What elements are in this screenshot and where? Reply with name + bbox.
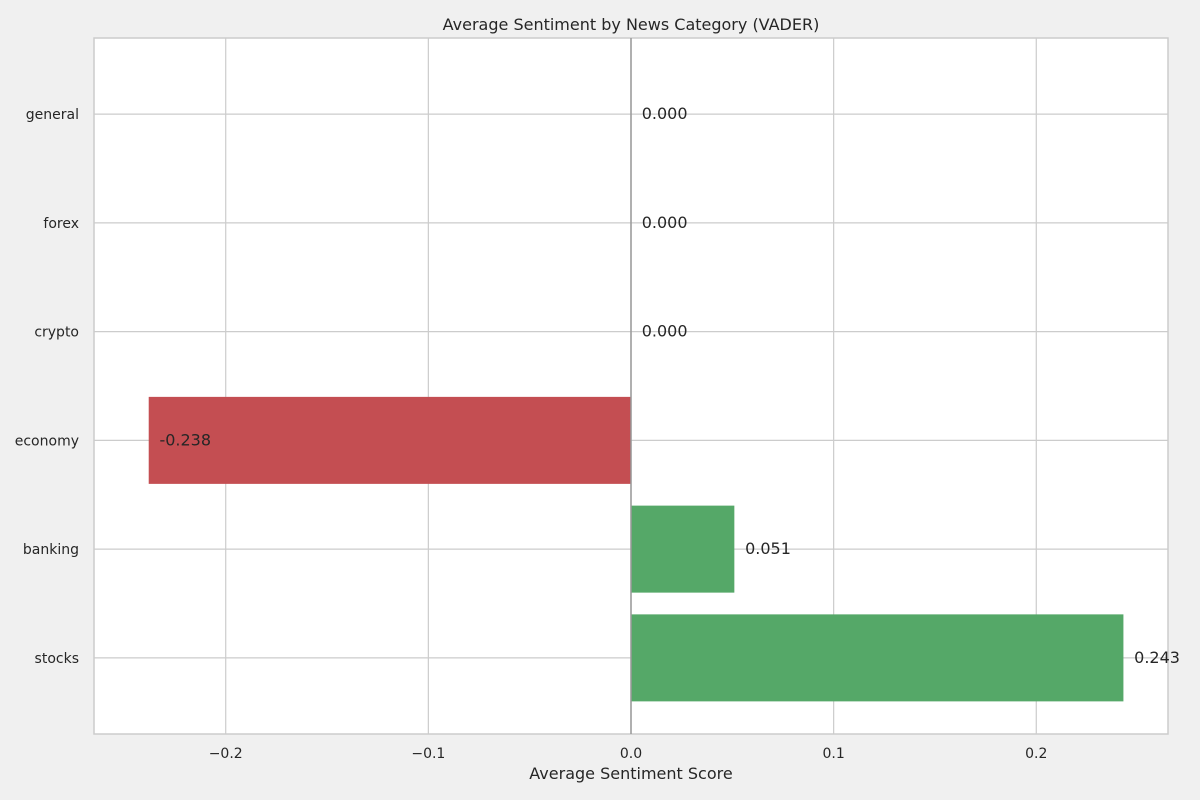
x-tick-label: 0.0: [620, 746, 642, 762]
bar-stocks: [631, 614, 1124, 702]
x-tick-label: −0.2: [209, 746, 243, 762]
x-tick-label: 0.1: [823, 746, 845, 762]
data-label-crypto: 0.000: [642, 322, 688, 341]
y-tick-label: economy: [15, 433, 79, 449]
bars: [148, 396, 1124, 702]
data-label-economy: -0.238: [159, 430, 211, 449]
x-axis-label: Average Sentiment Score: [529, 764, 732, 783]
x-tick-label: −0.1: [411, 746, 445, 762]
bar-banking: [631, 505, 735, 593]
chart-title: Average Sentiment by News Category (VADE…: [443, 15, 820, 34]
y-tick-label: general: [26, 107, 79, 123]
x-tick-labels: −0.2 −0.1 0.0 0.1 0.2: [209, 746, 1048, 762]
y-tick-label: crypto: [34, 325, 79, 341]
y-tick-label: stocks: [35, 651, 79, 667]
data-label-forex: 0.000: [642, 213, 688, 232]
data-labels: 0.243 0.051 -0.238 0.000 0.000 0.000: [159, 104, 1180, 667]
bar-economy: [148, 396, 632, 484]
data-label-general: 0.000: [642, 104, 688, 123]
y-tick-labels: stocks banking economy crypto forex general: [15, 107, 79, 667]
y-tick-label: forex: [43, 216, 79, 232]
data-label-stocks: 0.243: [1134, 648, 1180, 667]
x-tick-label: 0.2: [1025, 746, 1047, 762]
y-tick-label: banking: [23, 542, 79, 558]
data-label-banking: 0.051: [745, 539, 791, 558]
